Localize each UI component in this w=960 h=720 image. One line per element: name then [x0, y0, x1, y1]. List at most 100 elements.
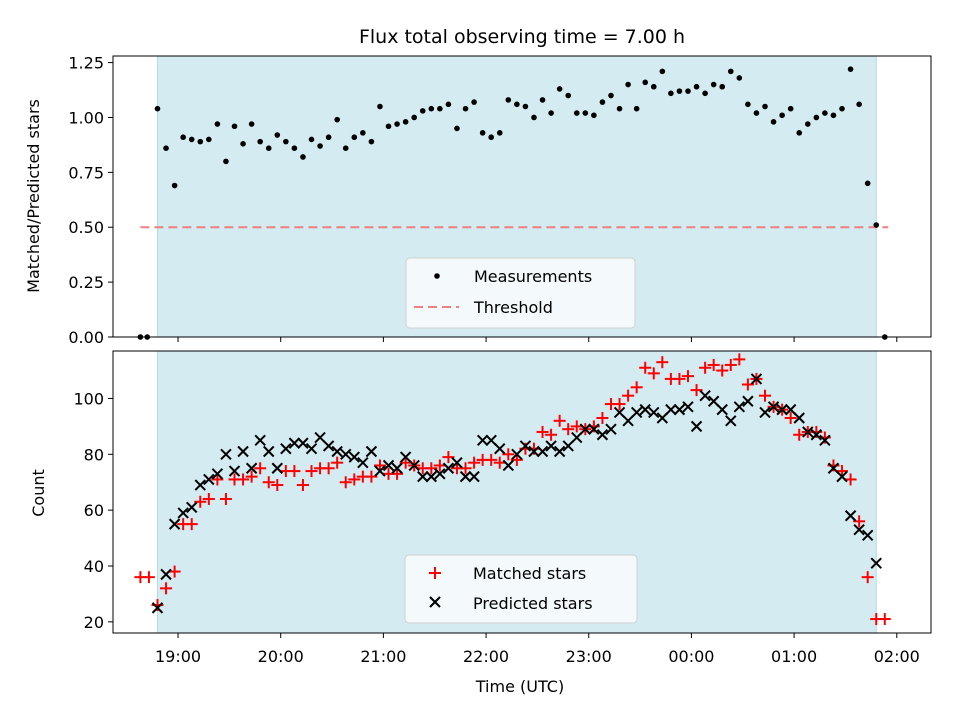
measurement-point-8 — [206, 136, 212, 143]
predicted-star-point-34 — [442, 462, 455, 474]
matched-star-point-58 — [630, 381, 643, 394]
matched-star-point-10 — [219, 492, 232, 505]
predicted-star-point-46 — [545, 440, 557, 452]
top-ytick-label-5: 1.25 — [68, 54, 104, 73]
predicted-star-point-19 — [314, 431, 326, 444]
matched-star-point-3 — [160, 582, 173, 595]
measurement-point-22 — [325, 134, 332, 141]
measurement-point-46 — [531, 114, 537, 121]
predicted-star-point-11 — [245, 462, 258, 474]
top-plot-frame — [112, 55, 932, 338]
predicted-star-point-9 — [228, 465, 241, 477]
predicted-star-point-12 — [254, 434, 266, 447]
matched-star-point-49 — [553, 414, 566, 427]
measurement-point-49 — [556, 86, 563, 92]
matched-star-point-70 — [733, 353, 746, 366]
measurement-point-55 — [608, 92, 614, 99]
matched-star-point-77 — [793, 428, 806, 441]
measurement-point-18 — [291, 145, 298, 152]
measurement-point-52 — [582, 110, 589, 116]
predicted-star-point-13 — [263, 445, 275, 458]
matched-star-point-64 — [681, 370, 694, 383]
predicted-star-point-50 — [579, 423, 592, 435]
matched-star-point-67 — [707, 358, 720, 371]
measurement-point-70 — [736, 75, 743, 81]
predicted-star-point-4 — [186, 501, 198, 514]
measurement-point-64 — [685, 88, 691, 94]
bottom-xtick-label-0: 19:00 — [155, 647, 201, 666]
predicted-star-point-49 — [571, 431, 583, 444]
predicted-star-point-32 — [425, 470, 438, 483]
predicted-star-point-55 — [622, 415, 634, 427]
measurement-point-6 — [188, 136, 195, 143]
predicted-star-point-1 — [160, 568, 172, 581]
predicted-star-point-65 — [707, 395, 720, 407]
legend-predicted-marker — [429, 596, 441, 608]
predicted-star-point-66 — [716, 403, 728, 416]
measurement-point-28 — [377, 103, 383, 110]
matched-star-point-30 — [391, 467, 404, 480]
bottom-legend: Matched stars Predicted stars — [404, 554, 638, 624]
measurement-point-76 — [787, 105, 794, 112]
predicted-star-point-5 — [194, 479, 206, 491]
measurement-point-85 — [864, 180, 871, 187]
measurement-point-38 — [462, 105, 469, 112]
matched-star-point-56 — [613, 398, 626, 411]
predicted-star-point-63 — [690, 420, 703, 433]
matched-star-point-69 — [724, 358, 737, 371]
legend-matched-label: Matched stars — [473, 564, 586, 583]
predicted-star-point-33 — [434, 468, 446, 480]
predicted-star-point-71 — [759, 406, 771, 419]
measurement-point-71 — [745, 101, 751, 108]
legend-threshold-label: Threshold — [473, 298, 553, 317]
measurement-point-86 — [873, 222, 880, 228]
predicted-star-point-15 — [280, 443, 292, 455]
matched-star-point-43 — [502, 448, 515, 461]
predicted-star-point-59 — [656, 412, 669, 424]
predicted-star-point-2 — [168, 518, 181, 530]
predicted-star-point-37 — [468, 470, 480, 483]
predicted-star-point-52 — [596, 429, 609, 441]
predicted-star-point-69 — [742, 395, 754, 407]
matched-star-point-25 — [348, 473, 361, 486]
predicted-star-point-83 — [861, 529, 874, 541]
bottom-panel: 20 40 60 80 100 19:00 20:00 21:00 22:00 23:00 00:… — [29, 350, 932, 696]
matched-star-point-34 — [425, 462, 438, 475]
predicted-star-point-10 — [237, 445, 249, 458]
matched-star-point-39 — [468, 456, 481, 469]
matched-star-point-7 — [194, 495, 207, 508]
measurement-point-42 — [496, 130, 503, 136]
bottom-legend-box — [404, 554, 638, 624]
measurement-point-32 — [411, 114, 417, 121]
matched-star-point-36 — [442, 451, 455, 464]
matched-star-point-65 — [690, 384, 703, 397]
measurement-point-15 — [265, 145, 272, 152]
bottom-xtick-label-5: 00:00 — [668, 647, 714, 666]
matched-star-point-59 — [639, 361, 652, 374]
matched-star-point-47 — [536, 425, 549, 438]
measurement-point-50 — [565, 92, 572, 99]
measurement-point-65 — [693, 83, 700, 90]
predicted-star-point-8 — [220, 448, 232, 461]
measurement-point-39 — [471, 99, 477, 105]
matched-star-point-87 — [878, 613, 891, 626]
predicted-star-point-14 — [271, 462, 283, 474]
predicted-star-point-68 — [733, 401, 746, 413]
measurement-point-43 — [505, 97, 512, 103]
measurement-point-25 — [351, 134, 358, 141]
measurement-point-16 — [274, 132, 281, 138]
bottom-plot-frame — [112, 350, 932, 634]
measurement-point-44 — [514, 101, 520, 108]
measurement-point-78 — [804, 121, 811, 127]
legend-measurements-marker — [434, 273, 440, 279]
predicted-star-point-77 — [810, 429, 823, 441]
predicted-star-point-0 — [151, 602, 164, 614]
predicted-star-point-62 — [682, 401, 694, 413]
top-legend: Measurements Threshold — [405, 257, 636, 329]
top-ytick-label-0: 0.00 — [68, 328, 104, 347]
measurement-point-72 — [753, 110, 760, 116]
matched-star-point-61 — [656, 356, 669, 369]
predicted-star-point-36 — [459, 470, 472, 483]
measurement-point-29 — [385, 123, 392, 130]
